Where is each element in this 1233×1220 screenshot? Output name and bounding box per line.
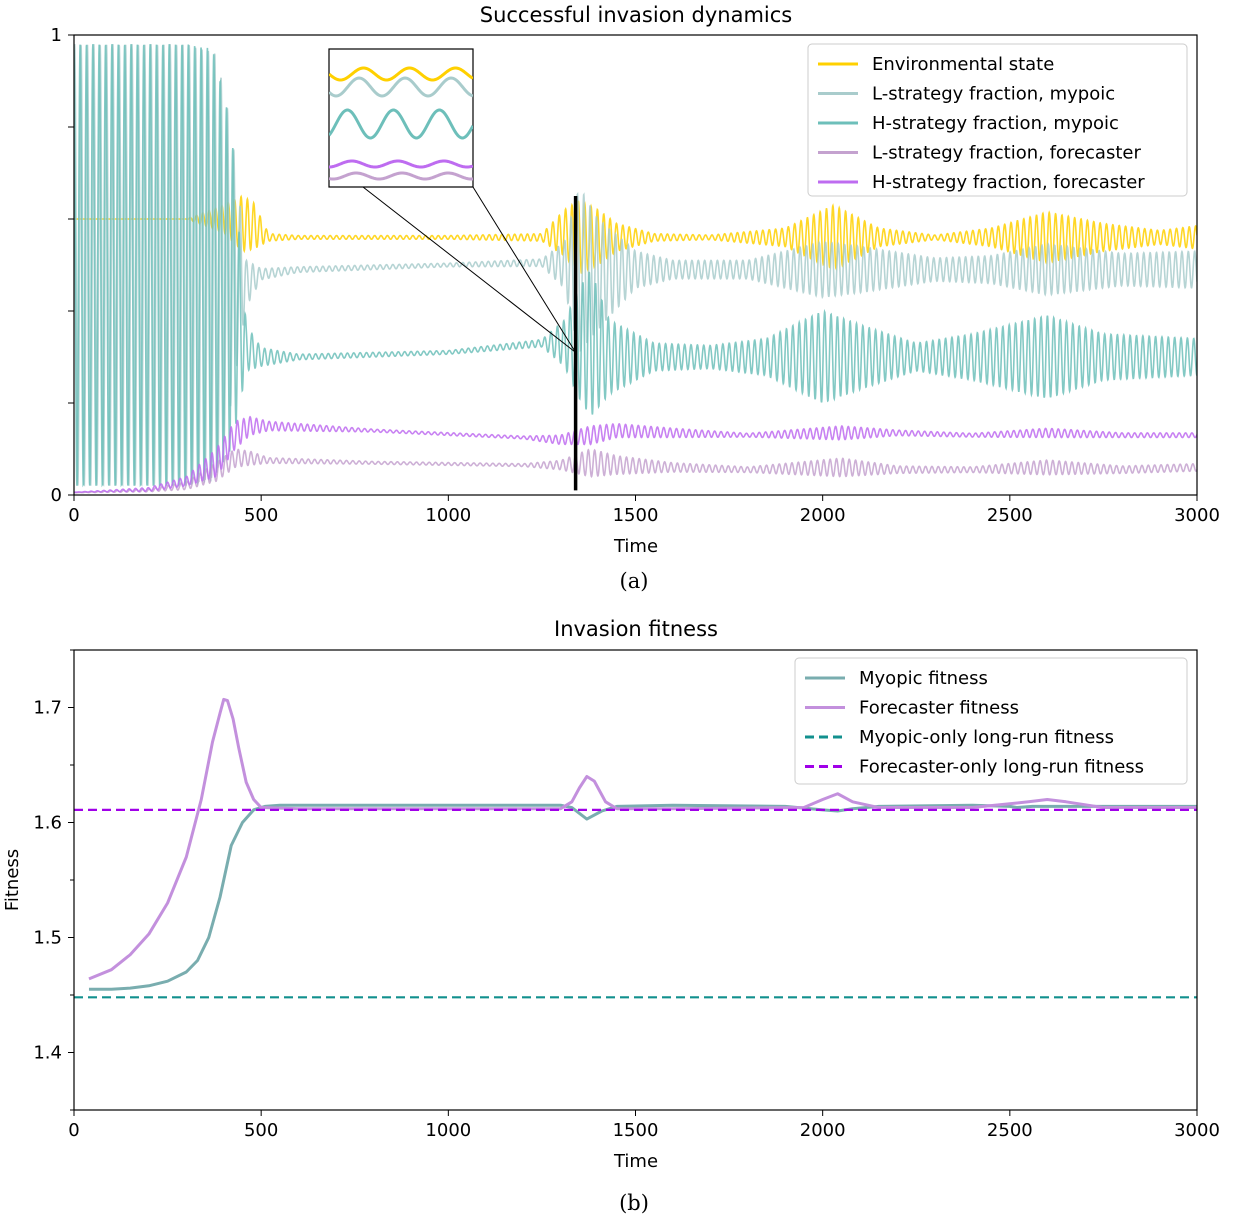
inset-connector-left: [362, 186, 576, 353]
x-tick-label: 500: [244, 1120, 278, 1141]
zoom-inset: [328, 48, 474, 188]
legend-label-environmental-state: Environmental state: [872, 54, 1054, 75]
inset-l-strategy-fraction-mypoic: [329, 76, 473, 98]
x-tick-label: 500: [244, 505, 278, 526]
panel-a-series-group: [74, 44, 1197, 494]
y-tick-label: 0: [51, 485, 62, 506]
inset-h-strategy-fraction-mypoic: [329, 108, 473, 140]
x-tick-label: 3000: [1174, 505, 1220, 526]
y-tick-label: 1.6: [33, 813, 62, 834]
x-tick-label: 3000: [1174, 1120, 1220, 1141]
x-tick-label: 2500: [987, 1120, 1033, 1141]
x-tick-label: 2500: [987, 505, 1033, 526]
panel-b: Invasion fitness 0 500 1000 1500 2000 2500 300…: [2, 617, 1220, 1215]
legend-label-h-strategy-fraction-forecaster: H-strategy fraction, forecaster: [872, 172, 1145, 193]
x-tick-label: 2000: [800, 505, 846, 526]
panel-a-x-label: Time: [613, 536, 658, 557]
y-tick-label: 1.4: [33, 1043, 62, 1064]
series-myopic-fitness: [88, 803, 1197, 991]
panel-b-x-axis: 0 500 1000 1500 2000 2500 3000: [68, 1110, 1220, 1141]
legend-box: [794, 657, 1188, 785]
series-forecaster-fitness: [88, 697, 1197, 981]
panel-b-legend: Myopic fitness Forecaster fitness Myopic-o…: [794, 657, 1188, 785]
x-tick-label: 1500: [613, 1120, 659, 1141]
panel-a-y-axis: 01: [51, 25, 74, 506]
x-tick-label: 0: [68, 1120, 79, 1141]
series-h-strategy-fraction-mypoic: [74, 44, 1197, 488]
y-tick-label: 1.5: [33, 928, 62, 949]
legend-label-forecaster-fitness: Forecaster fitness: [859, 698, 1019, 719]
y-tick-label: 1.7: [33, 698, 62, 719]
inset-l-strategy-fraction-forecaster: [329, 171, 473, 181]
legend-label-h-strategy-fraction-mypoic: H-strategy fraction, mypoic: [872, 113, 1119, 134]
panel-a-title: Successful invasion dynamics: [480, 3, 793, 27]
x-tick-label: 1000: [425, 1120, 471, 1141]
panel-b-y-label: Fitness: [2, 849, 23, 911]
series-h-strategy-fraction-forecaster: [74, 415, 1197, 494]
series-l-strategy-fraction-mypoic: [74, 44, 1197, 487]
legend-label-myopic-fitness: Myopic fitness: [859, 668, 988, 689]
panel-a-x-axis: 0 500 1000 1500 2000 2500 3000: [68, 495, 1220, 526]
series-l-strategy-fraction-forecaster: [74, 448, 1197, 494]
y-tick-label: 1: [51, 25, 62, 46]
legend-label-l-strategy-fraction-mypoic: L-strategy fraction, mypoic: [872, 84, 1115, 105]
panel-b-y-axis: 1.4 1.5 1.6 1.7: [33, 649, 74, 1111]
panel-b-caption: (b): [619, 1191, 649, 1215]
inset-connector-lines: [362, 186, 577, 353]
legend-label-forecaster-only-long-run-fitness: Forecaster-only long-run fitness: [859, 757, 1144, 778]
panel-a-caption: (a): [620, 569, 649, 593]
x-tick-label: 1500: [613, 505, 659, 526]
legend-box: [807, 43, 1188, 197]
legend-label-myopic-only-long-run-fitness: Myopic-only long-run fitness: [859, 727, 1114, 748]
inset-connector-right: [472, 186, 577, 353]
panel-a: Successful invasion dynamics 0 500 1000 150…: [51, 3, 1220, 593]
panel-b-x-label: Time: [613, 1151, 658, 1172]
panel-b-series-group: [74, 697, 1197, 999]
legend-label-l-strategy-fraction-forecaster: L-strategy fraction, forecaster: [872, 143, 1141, 164]
panel-a-legend: Environmental state L-strategy fraction, …: [807, 43, 1188, 197]
x-tick-label: 0: [68, 505, 79, 526]
x-tick-label: 1000: [425, 505, 471, 526]
inset-series-group: [329, 66, 473, 181]
inset-h-strategy-fraction-forecaster: [329, 159, 473, 169]
series-environmental-state: [74, 194, 1197, 274]
panel-b-title: Invasion fitness: [554, 617, 718, 641]
x-tick-label: 2000: [800, 1120, 846, 1141]
inset-environmental-state: [329, 66, 473, 82]
